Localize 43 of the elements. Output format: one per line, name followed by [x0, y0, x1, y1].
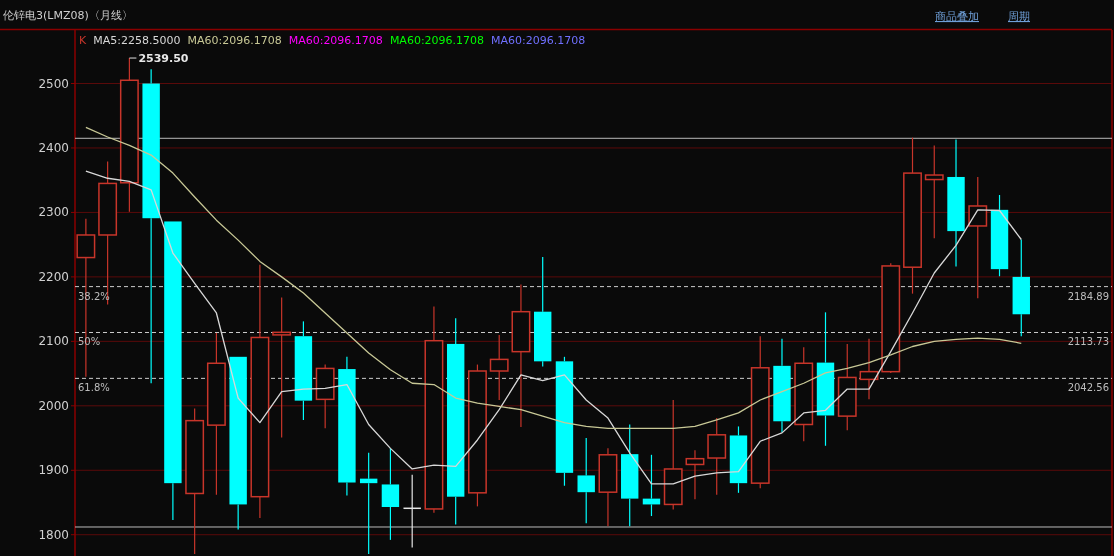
legend-label: MA60:2096.1708	[288, 34, 383, 47]
y-tick-label: 2300	[38, 205, 69, 220]
candlestick	[446, 317, 465, 526]
annotation: 61.8%	[78, 382, 110, 394]
candlestick	[903, 137, 922, 295]
y-tick-label: 1900	[38, 463, 69, 478]
candlestick	[511, 284, 531, 428]
candlestick	[381, 447, 400, 541]
y-tick-label: 1800	[38, 527, 69, 542]
candlestick	[924, 144, 944, 239]
candlestick	[598, 447, 618, 527]
candlestick	[206, 332, 226, 496]
text: MA5:2258.5000	[93, 34, 181, 47]
ref-line-label: 2042.56	[1067, 382, 1109, 394]
candlestick	[142, 68, 160, 384]
legend-label: MA60:2096.1708	[389, 34, 485, 47]
ref-line-label: 2184.89	[1067, 290, 1109, 302]
candlestick	[338, 356, 356, 497]
text: MA60:2096.1708	[187, 34, 282, 47]
legend-label: MA60:2096.1708	[491, 34, 586, 47]
candlestick	[773, 338, 791, 433]
chart-title: 伦锌电3(LMZ08)〈月线〉	[3, 9, 133, 22]
y-tick-label: 2000	[38, 398, 69, 413]
candlestick	[685, 449, 705, 500]
text: 周期	[1008, 10, 1030, 23]
candlestick	[968, 176, 988, 299]
candlestick	[947, 138, 965, 268]
candlestick	[577, 437, 595, 524]
candlestick	[816, 311, 835, 447]
annotation: 2539.50	[138, 52, 189, 66]
y-tick-label: 2200	[38, 269, 69, 284]
y-tick-label: 2400	[38, 140, 69, 155]
candlestick	[1012, 238, 1030, 337]
candlestick	[272, 296, 292, 438]
ref-line-label: 2113.73	[1067, 336, 1109, 348]
candlestick	[250, 264, 270, 519]
candlestick	[621, 423, 639, 527]
candlestick	[424, 305, 444, 514]
candlestick	[489, 334, 509, 401]
text: 商品叠加	[935, 10, 979, 23]
text: K	[79, 34, 87, 47]
y-tick-label: 2500	[38, 76, 69, 91]
y-tick-label: 2100	[38, 334, 69, 349]
